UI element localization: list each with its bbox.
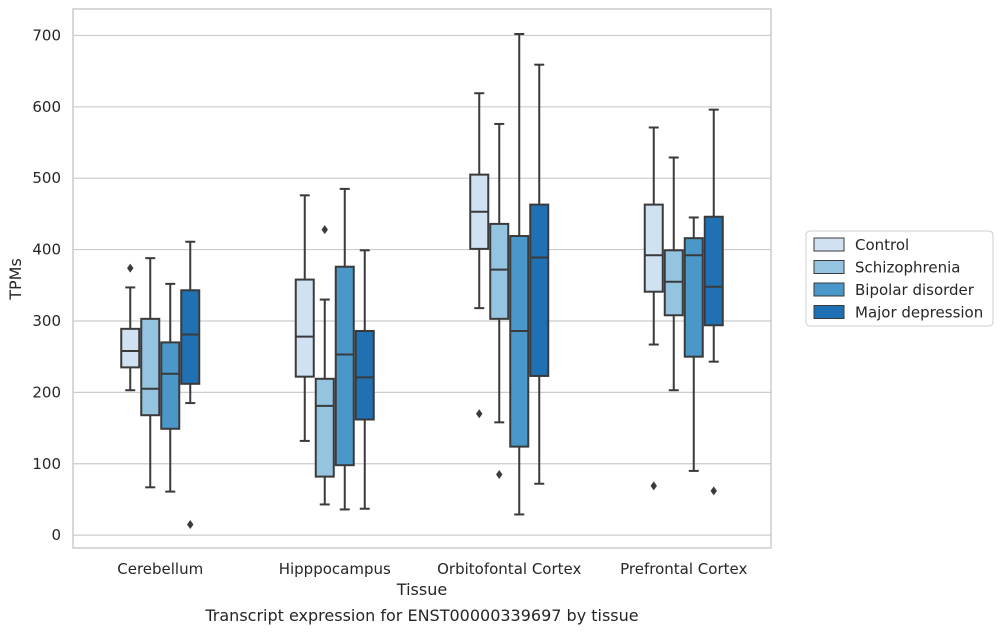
legend-label: Bipolar disorder <box>855 281 975 299</box>
legend-label: Schizophrenia <box>855 259 960 277</box>
y-tick-label: 600 <box>32 98 61 116</box>
box-major-depression <box>703 108 724 496</box>
box-body <box>489 222 510 320</box>
outlier-point <box>321 225 328 235</box>
x-tick-label: Prefrontal Cortex <box>620 560 747 578</box>
box-body <box>509 235 530 448</box>
y-tick-label: 200 <box>32 383 61 401</box>
y-tick-label: 100 <box>32 455 61 473</box>
box-major-depression <box>354 249 375 510</box>
box-body <box>683 237 704 358</box>
box-body <box>334 265 355 467</box>
box-body <box>703 215 724 327</box>
legend-swatch <box>813 260 845 274</box>
box-major-depression <box>180 240 201 529</box>
y-tick-labels: 0 100 200 300 400 500 600 700 <box>32 26 61 544</box>
outlier-point <box>650 481 657 491</box>
box-control <box>294 194 315 442</box>
box-body <box>354 329 375 421</box>
outlier-point <box>710 486 717 496</box>
legend-swatch <box>813 237 845 252</box>
box-body <box>160 341 181 430</box>
outlier-point <box>187 519 194 529</box>
outlier-point <box>127 263 134 273</box>
legend-frame <box>805 230 994 327</box>
y-tick-label: 400 <box>32 241 61 259</box>
box-major-depression <box>529 63 550 485</box>
box-body <box>120 327 141 369</box>
box-series <box>120 32 724 529</box>
legend-label: Control <box>855 236 909 254</box>
y-tick-label: 700 <box>32 26 61 44</box>
legend-swatch <box>813 282 845 297</box>
x-axis-label: Tissue <box>396 580 447 599</box>
box-bipolar-disorder <box>683 216 704 472</box>
box-control <box>643 126 664 491</box>
box-schizophrenia <box>314 225 335 506</box>
box-body <box>314 377 335 478</box>
box-control <box>120 263 141 392</box>
box-bipolar-disorder <box>334 187 355 511</box>
y-axis-label: TPMs <box>6 258 25 301</box>
box-body <box>529 203 550 377</box>
box-body <box>643 203 664 293</box>
legend-swatch <box>813 305 845 319</box>
box-body <box>663 249 684 317</box>
y-tick-label: 0 <box>51 526 61 544</box>
box-control <box>469 92 490 419</box>
plot-frame <box>72 8 772 549</box>
x-tick-label: Cerebellum <box>117 560 203 578</box>
outlier-point <box>496 469 503 479</box>
box-schizophrenia <box>140 257 161 489</box>
box-body <box>140 317 161 417</box>
x-tick-label: Hipppocampus <box>279 560 391 578</box>
box-body <box>294 278 315 378</box>
x-tick-labels: Cerebellum Hipppocampus Orbitofontal Corte… <box>117 560 747 578</box>
box-bipolar-disorder <box>160 282 181 493</box>
legend: Control Schizophrenia Bipolar disorder Majo… <box>805 230 994 327</box>
box-schizophrenia <box>663 156 684 392</box>
box-bipolar-disorder <box>509 32 530 516</box>
x-tick-label: Orbitofontal Cortex <box>437 560 581 578</box>
chart-caption: Transcript expression for ENST0000033969… <box>205 606 639 625</box>
outlier-point <box>476 409 483 419</box>
y-tick-label: 300 <box>32 312 61 330</box>
box-body <box>180 289 201 385</box>
y-tick-label: 500 <box>32 169 61 187</box>
legend-label: Major depression <box>855 304 983 322</box>
box-schizophrenia <box>489 122 510 479</box>
